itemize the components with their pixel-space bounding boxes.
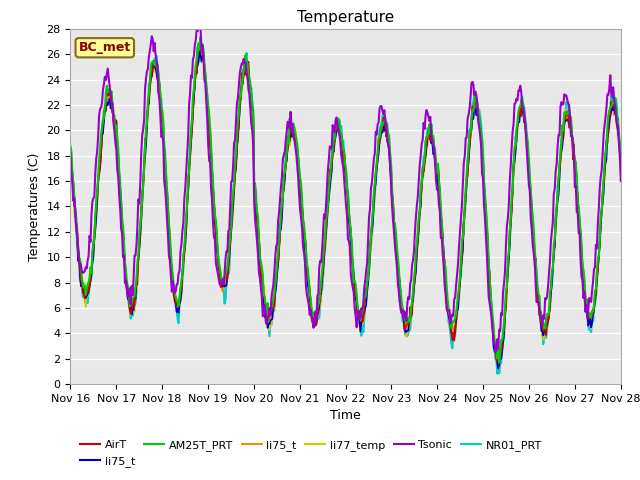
- Title: Temperature: Temperature: [297, 10, 394, 25]
- Text: BC_met: BC_met: [79, 41, 131, 54]
- X-axis label: Time: Time: [330, 409, 361, 422]
- Legend: AirT, li75_t, AM25T_PRT, li75_t, li77_temp, Tsonic, NR01_PRT: AirT, li75_t, AM25T_PRT, li75_t, li77_te…: [76, 436, 546, 471]
- Y-axis label: Temperatures (C): Temperatures (C): [28, 152, 41, 261]
